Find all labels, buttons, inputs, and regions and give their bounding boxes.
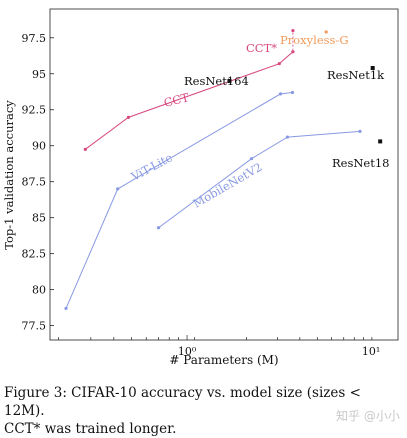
chart: 77.5 80 82.5 85 87.5 90 92.5 95 97.5 10⁰ 10¹ CCT V…: [2, 8, 399, 367]
series-label-proxyless-g: Proxyless-G: [280, 33, 349, 47]
data-point-square: [370, 66, 375, 71]
series-points: [64, 28, 383, 310]
y-tick-label: 97.5: [22, 32, 47, 45]
data-point: [291, 50, 295, 54]
data-point: [324, 30, 328, 34]
data-point: [277, 62, 281, 66]
series-label-cct: CCT: [162, 90, 190, 110]
series-line-cct: [85, 51, 294, 150]
data-point: [64, 306, 68, 310]
series-label-resnet164: ResNet164: [184, 74, 249, 88]
data-point: [358, 129, 362, 133]
caption-line-2: CCT* was trained longer.: [4, 421, 177, 437]
series-label-cct-: CCT*: [246, 41, 277, 55]
series-label-resnet1k: ResNet1k: [327, 68, 385, 82]
series-label-mobilenetv2: MobileNetV2: [191, 160, 265, 211]
plot-frame: [49, 8, 399, 341]
y-tick-label: 85: [32, 212, 46, 225]
data-point: [83, 147, 87, 151]
annotations: CCT ViT-Lite MobileNetV2 CCT*Proxyless-G Res…: [128, 33, 390, 211]
data-point-square: [378, 139, 383, 144]
data-point: [290, 90, 295, 95]
watermark: 知乎 @小小: [336, 409, 400, 423]
y-tick-label: 77.5: [22, 320, 47, 333]
y-tick-label: 82.5: [22, 248, 47, 261]
y-tick-label: 80: [32, 284, 46, 297]
y-tick-label: 95: [32, 68, 46, 81]
data-point: [116, 187, 120, 191]
data-point: [278, 92, 283, 96]
y-axis-label: Top-1 validation accuracy: [2, 100, 16, 250]
x-tick-label: 10⁰: [178, 345, 197, 358]
data-point: [285, 135, 290, 139]
series-label-vit-lite: ViT-Lite: [128, 150, 175, 184]
y-tick-label: 90: [32, 140, 46, 153]
x-tick-label: 10¹: [362, 345, 380, 358]
y-tick-label: 92.5: [22, 104, 47, 117]
series-lines: [65, 32, 361, 309]
y-axis-ticks: 77.5 80 82.5 85 87.5 90 92.5 95 97.5: [22, 32, 54, 333]
data-point: [291, 28, 295, 33]
data-point: [249, 157, 254, 161]
series-line-vit-lite: [65, 91, 293, 309]
x-axis-label: # Parameters (M): [169, 353, 278, 367]
series-line-mobilenetv2: [158, 130, 361, 229]
figure-caption: Figure 3: CIFAR-10 accuracy vs. model si…: [4, 384, 404, 438]
x-axis-ticks: 10⁰ 10¹: [58, 335, 380, 358]
y-tick-label: 87.5: [22, 176, 47, 189]
caption-line-1: Figure 3: CIFAR-10 accuracy vs. model si…: [4, 385, 361, 419]
data-point-square: [227, 78, 232, 83]
data-point: [156, 226, 161, 230]
series-label-resnet18: ResNet18: [332, 156, 390, 170]
data-point: [126, 115, 130, 119]
